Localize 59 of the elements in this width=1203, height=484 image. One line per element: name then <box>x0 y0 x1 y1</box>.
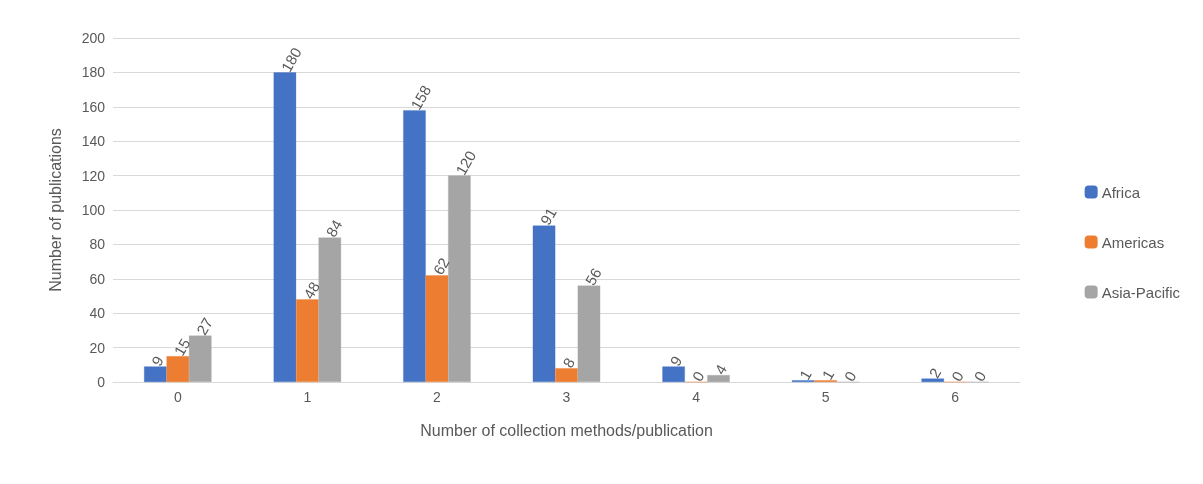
data-label: 56 <box>581 264 605 288</box>
bar <box>921 378 944 382</box>
bar <box>403 110 426 382</box>
y-tick-label: 140 <box>81 133 106 150</box>
bar <box>555 368 578 382</box>
legend-label: Africa <box>1101 183 1141 201</box>
y-tick-label: 200 <box>81 30 106 46</box>
bar <box>662 366 685 382</box>
y-axis-title: Number of publications <box>46 128 64 292</box>
legend-label: Asia-Pacific <box>1101 283 1181 301</box>
data-label: 0 <box>947 368 967 385</box>
x-tick-label: 3 <box>562 389 571 405</box>
x-tick-label: 5 <box>821 389 830 405</box>
y-tick-label: 180 <box>81 64 106 81</box>
data-label: 0 <box>688 368 708 385</box>
y-tick-label: 40 <box>89 305 106 322</box>
y-tick-label: 0 <box>97 374 106 390</box>
bar <box>296 299 319 382</box>
x-tick-label: 6 <box>951 389 960 405</box>
data-label: 2 <box>925 365 945 381</box>
bar <box>273 72 297 382</box>
y-tick-label: 60 <box>89 270 106 287</box>
bar <box>189 335 212 382</box>
data-label: 120 <box>452 147 480 178</box>
x-tick-label: 2 <box>433 389 442 405</box>
bar <box>448 175 471 382</box>
y-tick-label: 80 <box>89 236 106 253</box>
bar <box>532 225 556 382</box>
data-label: 9 <box>666 353 686 369</box>
bar <box>707 375 730 382</box>
data-label: 158 <box>407 82 435 113</box>
x-tick-label: 4 <box>692 389 701 405</box>
x-axis-title: Number of collection methods/publication <box>420 421 713 439</box>
data-label: 4 <box>711 361 731 378</box>
data-label: 27 <box>192 314 216 338</box>
bar <box>577 285 601 382</box>
bar <box>318 237 342 382</box>
bar <box>144 366 167 382</box>
y-tick-label: 120 <box>81 167 106 184</box>
data-label: 48 <box>300 278 324 302</box>
data-label: 0 <box>840 368 860 385</box>
legend-label: Americas <box>1101 233 1165 251</box>
x-tick-label: 0 <box>173 389 182 405</box>
bar <box>425 275 449 382</box>
data-label: 15 <box>170 335 194 359</box>
data-label: 8 <box>559 354 579 371</box>
data-label: 1 <box>818 366 838 383</box>
data-label: 9 <box>147 353 167 369</box>
y-tick-label: 160 <box>81 98 106 115</box>
y-tick-label: 100 <box>81 202 106 218</box>
data-label: 1 <box>795 366 815 383</box>
data-label: 0 <box>970 368 990 385</box>
data-label: 91 <box>536 204 560 228</box>
x-tick-label: 1 <box>303 389 312 405</box>
data-label: 84 <box>322 216 346 240</box>
data-label: 62 <box>429 254 453 278</box>
data-label: 180 <box>277 44 305 75</box>
bar <box>166 356 190 382</box>
y-tick-label: 20 <box>89 339 106 356</box>
